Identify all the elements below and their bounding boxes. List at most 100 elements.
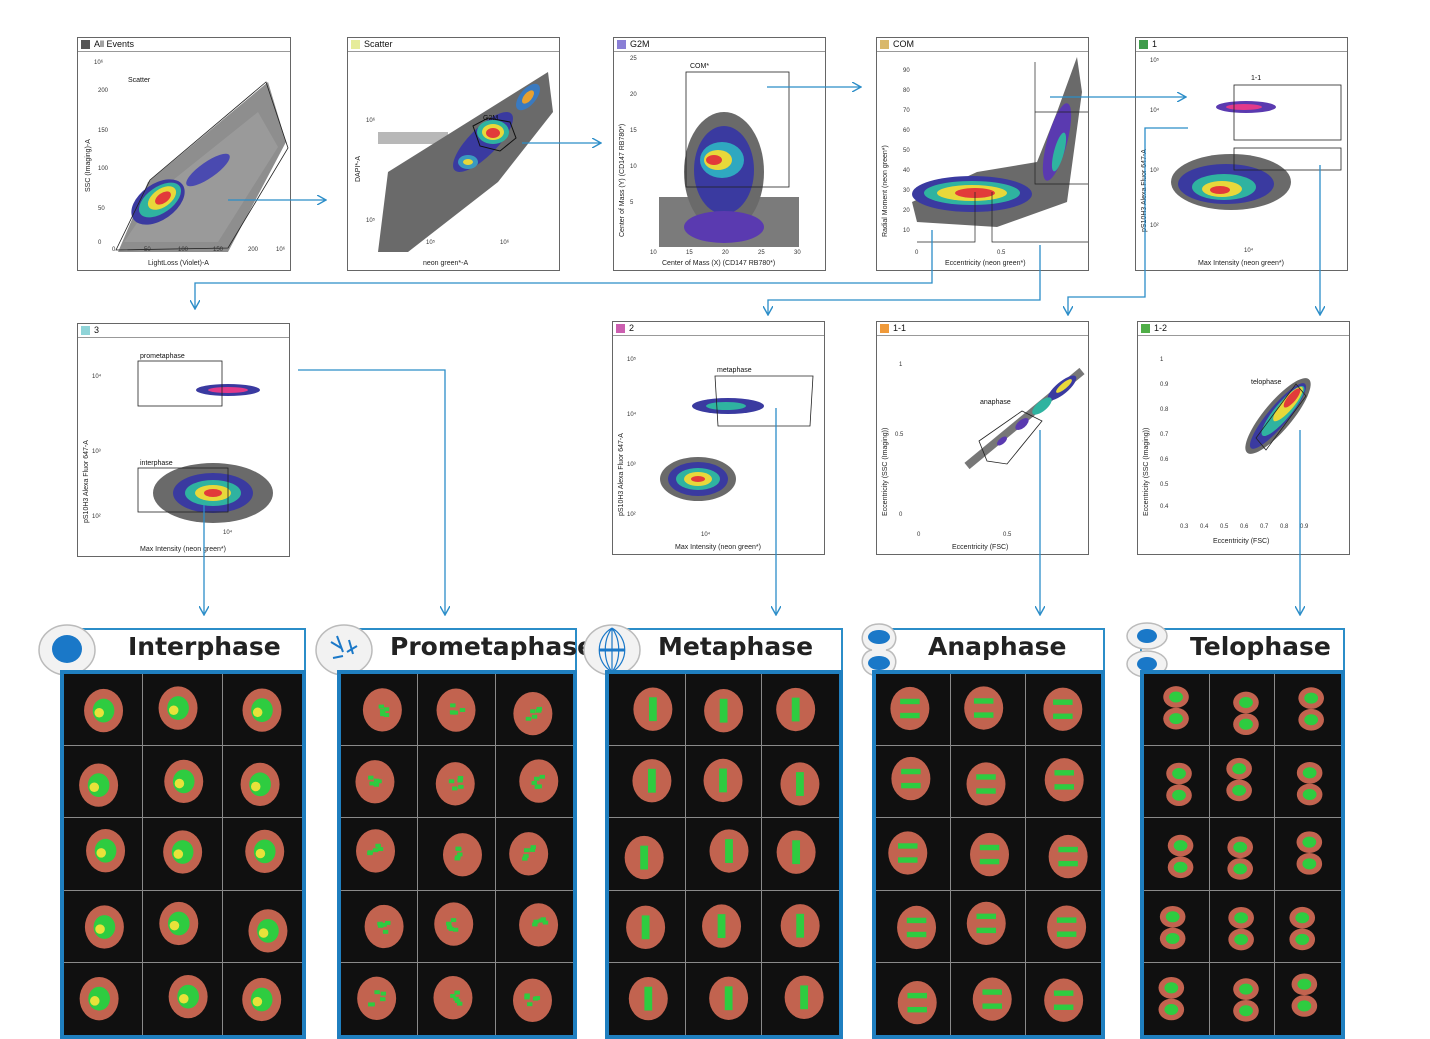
gate-label: Scatter <box>128 77 151 84</box>
y-tick: 70 <box>903 108 910 114</box>
cell-image <box>1210 962 1276 1035</box>
cell-image <box>762 891 839 963</box>
y-tick: 0 <box>899 512 903 518</box>
y-tick: 10⁵ <box>366 217 376 224</box>
plot-header: 1 <box>1152 39 1158 49</box>
y-tick: 100 <box>98 166 109 172</box>
x-tick: 25 <box>758 250 765 256</box>
cell-image <box>1275 963 1341 1035</box>
cell-image <box>876 818 951 891</box>
gate-label: prometaphase <box>140 353 185 360</box>
cell-image <box>1026 818 1101 891</box>
cell-image <box>609 674 686 747</box>
cell-image <box>495 674 573 747</box>
y-tick: 5 <box>630 200 634 206</box>
x-tick: 0.5 <box>1003 532 1012 538</box>
cell-image <box>876 890 951 963</box>
cell-image <box>341 674 419 747</box>
y-tick: 10 <box>630 164 637 170</box>
x-tick: 0 <box>917 532 921 538</box>
cell-image <box>418 746 496 819</box>
y-tick: 10³ <box>92 449 101 455</box>
x-tick: 150 <box>213 247 224 253</box>
cell-image <box>685 890 763 963</box>
cell-image <box>222 746 302 819</box>
phase-title: Interphase <box>128 632 281 661</box>
cell-image <box>495 891 573 963</box>
cell-image <box>876 962 951 1035</box>
cell-image <box>951 746 1026 819</box>
cell-image <box>686 962 763 1035</box>
x-tick: 0.7 <box>1260 524 1269 530</box>
plot-gate-1-2: 1-2 telophase Eccentricity (SSC (Imaging… <box>1137 321 1350 555</box>
cell-image <box>64 674 144 747</box>
y-tick: 0.9 <box>1160 382 1169 388</box>
cell-image <box>951 818 1026 891</box>
y-tick: 10⁴ <box>627 411 637 418</box>
plot-gate-1: 1 1-1 pS10H3 Alexa Fluor 647-A Max Inten… <box>1135 37 1348 271</box>
x-tick: 0.3 <box>1180 524 1189 530</box>
y-tick: 150 <box>98 128 109 134</box>
cell-image-grid <box>337 670 577 1039</box>
y-tick: 10³ <box>627 462 636 468</box>
cell-image-grid <box>60 670 306 1039</box>
y-tick: 40 <box>903 168 910 174</box>
cell-image <box>418 890 496 963</box>
y-axis-label: pS10H3 Alexa Fluor 647-A <box>83 440 90 523</box>
x-tick: 10 <box>650 250 657 256</box>
arrow <box>768 245 1041 314</box>
x-axis-label: Eccentricity (FSC) <box>952 544 1008 551</box>
cell-image <box>495 818 573 891</box>
y-tick: 0.5 <box>1160 482 1169 488</box>
y-tick: 0.4 <box>1160 504 1169 510</box>
interphase-cell-icon <box>38 624 96 676</box>
x-tick: 50 <box>144 247 151 253</box>
x-tick: 0.5 <box>1220 524 1229 530</box>
plot-g2m: G2M COM* Center of Mass (Y) (CD147 RB780… <box>613 37 826 271</box>
gate-label-2: interphase <box>140 460 173 467</box>
cell-image <box>876 746 951 819</box>
y-tick: 20 <box>903 208 910 214</box>
y-tick: 10⁶ <box>366 117 376 124</box>
y-tick: 80 <box>903 88 910 94</box>
cell-image <box>1275 891 1341 963</box>
plot-all-events: All Events Scatter SSC (Imaging)-A Light… <box>77 37 291 271</box>
cell-image <box>1209 818 1276 891</box>
x-tick: 0.8 <box>1280 524 1289 530</box>
cell-image <box>762 818 839 891</box>
cell-image <box>762 674 839 747</box>
cell-image <box>1144 890 1210 963</box>
x-tick: 200 <box>248 247 259 253</box>
cell-image <box>609 818 686 891</box>
cell-image <box>1275 818 1341 891</box>
g2m-chart: COM* Center of Mass (Y) (CD147 RB780*) C… <box>619 56 801 267</box>
cell-image <box>609 962 686 1035</box>
arrow <box>298 369 445 614</box>
cell-image <box>1144 674 1210 747</box>
plot-header: Scatter <box>364 39 393 49</box>
gate-1-1-chart: anaphase Eccentricity (SSC (Imaging)) Ec… <box>882 362 1085 551</box>
cell-image <box>951 962 1026 1035</box>
cell-image <box>143 818 223 891</box>
cell-image <box>341 890 419 963</box>
cell-image <box>876 674 951 747</box>
y-tick: 60 <box>903 128 910 134</box>
cell-image <box>64 962 144 1035</box>
y-tick: 10³ <box>1150 168 1159 174</box>
y-tick: 20 <box>630 92 637 98</box>
cell-image <box>1209 890 1276 963</box>
plot-header: 1-2 <box>1154 323 1168 333</box>
x-tick: 10⁴ <box>1244 247 1254 254</box>
cell-image <box>143 674 223 747</box>
cell-image <box>64 818 144 891</box>
cell-image <box>1209 746 1276 819</box>
plot-gate-2: 2 metaphase pS10H3 Alexa Fluor 647-A Max… <box>612 321 825 555</box>
scatter-chart: G2M DAPI*-A neon green*-A 10⁵ 10⁶ 10⁶ 10… <box>355 72 553 267</box>
cell-image <box>418 674 496 747</box>
cell-image <box>223 963 302 1035</box>
x-tick: 20 <box>722 250 729 256</box>
y-axis-label: SSC (Imaging)-A <box>85 139 92 192</box>
y-tick: 1 <box>1160 357 1164 363</box>
cell-image <box>1144 818 1210 891</box>
